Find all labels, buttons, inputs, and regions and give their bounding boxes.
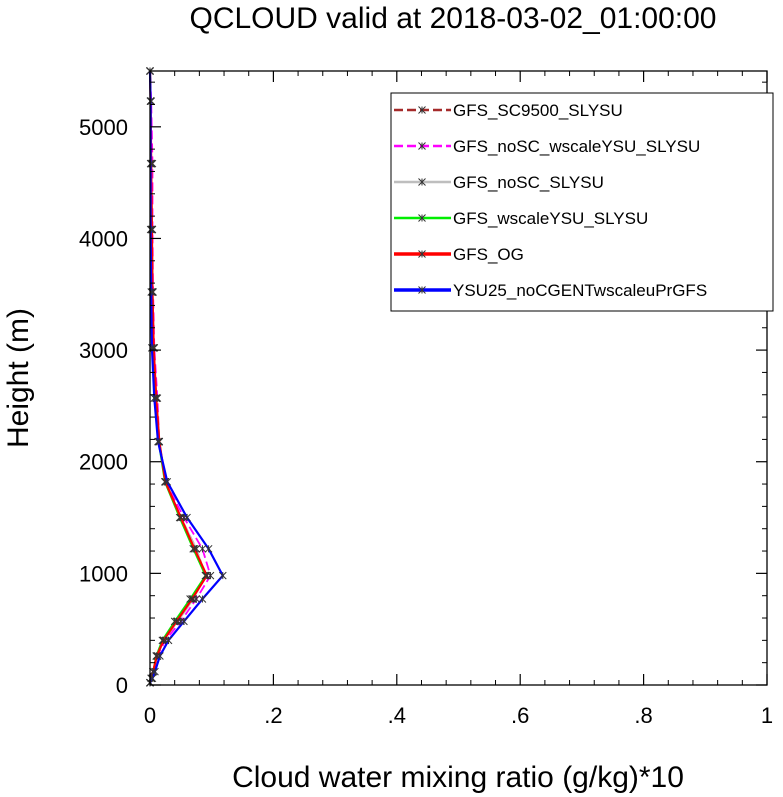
x-tick-label: .8 <box>634 703 652 728</box>
data-point <box>180 617 188 626</box>
x-axis-label: Cloud water mixing ratio (g/kg)*10 <box>232 761 684 794</box>
data-point <box>218 571 227 580</box>
data-point <box>151 667 159 676</box>
x-tick-label: 0 <box>144 703 156 728</box>
legend-marker <box>418 286 426 294</box>
legend-box <box>390 92 774 312</box>
y-tick-label: 4000 <box>79 226 128 251</box>
data-point <box>150 394 159 402</box>
legend-entry: GFS_OG <box>394 245 524 264</box>
legend-marker <box>418 142 426 150</box>
x-tick-label: .6 <box>511 703 529 728</box>
y-axis-label: Height (m) <box>2 308 35 448</box>
data-point <box>190 544 199 553</box>
data-point <box>164 636 173 645</box>
y-tick-label: 0 <box>116 673 128 698</box>
series-layer <box>146 67 227 687</box>
data-point <box>172 617 181 626</box>
chart-title: QCLOUD valid at 2018-03-02_01:00:00 <box>190 2 717 35</box>
legend-label: GFS_noSC_SLYSU <box>453 173 604 192</box>
legend-entry: GFS_wscaleYSU_SLYSU <box>394 209 648 228</box>
legend-entry: YSU25_noCGENTwscaleuPrGFS <box>394 281 707 300</box>
axes-layer: 0 .2 .4 .6 .8 1 0 1000 2000 3000 4000 5000 <box>79 70 773 728</box>
legend-marker <box>418 250 426 258</box>
legend-marker <box>418 178 426 186</box>
y-tick-label: 2000 <box>79 450 128 475</box>
data-point <box>198 595 207 603</box>
legend-entry: GFS_SC9500_SLYSU <box>394 101 623 120</box>
legend-label: GFS_SC9500_SLYSU <box>453 101 623 120</box>
legend: GFS_SC9500_SLYSU GFS_noSC_wscaleYSU_SLYSU… <box>390 92 774 312</box>
data-point <box>188 595 196 603</box>
legend-marker <box>418 214 426 222</box>
data-point <box>198 544 207 553</box>
x-tick-label: .4 <box>388 703 406 728</box>
legend-label: YSU25_noCGENTwscaleuPrGFS <box>453 281 707 300</box>
data-point <box>147 288 156 296</box>
legend-label: GFS_OG <box>453 245 524 264</box>
legend-label: GFS_noSC_wscaleYSU_SLYSU <box>453 137 700 156</box>
x-tick-label: .2 <box>264 703 282 728</box>
data-point <box>176 513 185 522</box>
y-tick-label: 5000 <box>79 115 128 140</box>
y-tick-label: 1000 <box>79 561 128 586</box>
legend-marker <box>418 106 426 114</box>
data-point <box>183 513 191 522</box>
data-point <box>204 544 213 553</box>
data-point <box>154 437 162 446</box>
legend-entry: GFS_noSC_wscaleYSU_SLYSU <box>394 137 700 156</box>
legend-label: GFS_wscaleYSU_SLYSU <box>453 209 648 228</box>
y-tick-label: 3000 <box>79 338 128 363</box>
plot-frame <box>149 70 768 686</box>
data-point <box>156 652 164 660</box>
data-point <box>163 477 172 486</box>
legend-entry: GFS_noSC_SLYSU <box>394 173 604 192</box>
data-point <box>202 571 211 580</box>
x-tick-label: 1 <box>761 703 773 728</box>
